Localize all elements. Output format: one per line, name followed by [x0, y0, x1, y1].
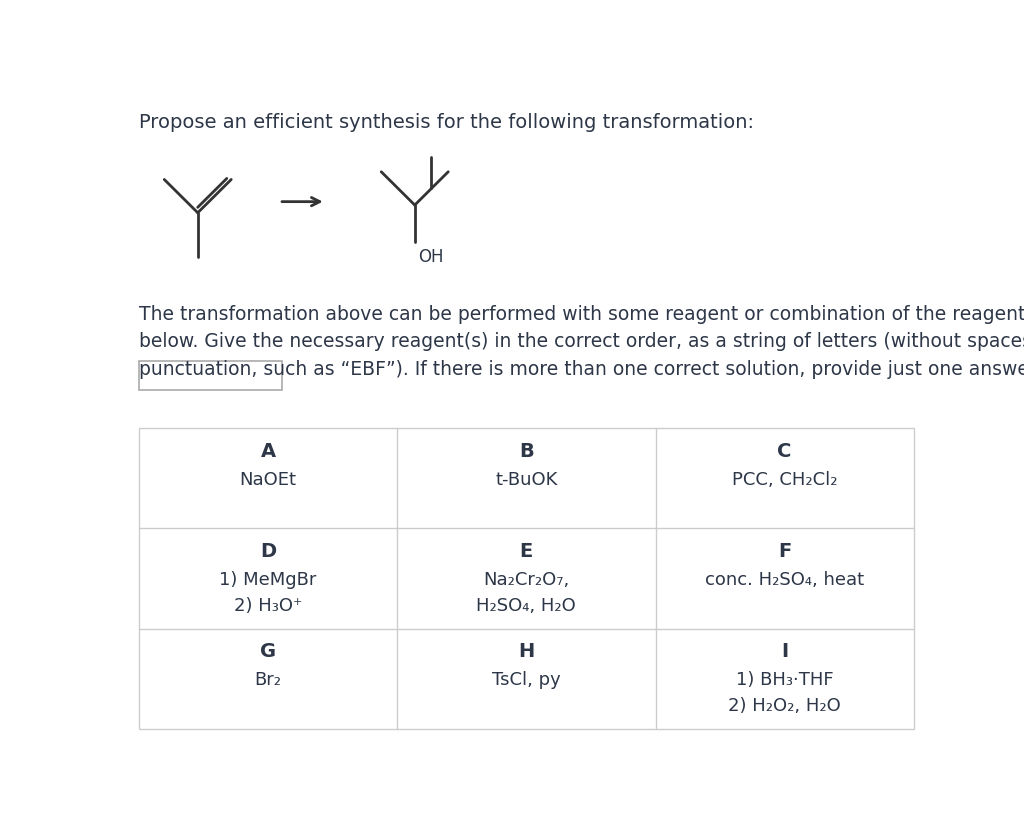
Text: H: H	[518, 642, 535, 661]
Text: conc. H₂SO₄, heat: conc. H₂SO₄, heat	[706, 571, 864, 589]
Text: B: B	[519, 442, 534, 461]
Text: 1) MeMgBr
2) H₃O⁺: 1) MeMgBr 2) H₃O⁺	[219, 571, 316, 615]
Text: A: A	[260, 442, 275, 461]
Text: The transformation above can be performed with some reagent or combination of th: The transformation above can be performe…	[139, 305, 1024, 379]
Text: Na₂Cr₂O₇,
H₂SO₄, H₂O: Na₂Cr₂O₇, H₂SO₄, H₂O	[476, 571, 577, 615]
Bar	[139, 360, 283, 390]
Text: E: E	[520, 543, 532, 561]
Text: Br₂: Br₂	[255, 670, 282, 689]
Text: NaOEt: NaOEt	[240, 471, 297, 489]
Text: Propose an efficient synthesis for the following transformation:: Propose an efficient synthesis for the f…	[139, 113, 754, 131]
Text: 1) BH₃·THF
2) H₂O₂, H₂O: 1) BH₃·THF 2) H₂O₂, H₂O	[728, 670, 841, 716]
Text: I: I	[781, 642, 788, 661]
Bar	[139, 428, 913, 729]
Text: F: F	[778, 543, 792, 561]
Text: t-BuOK: t-BuOK	[496, 471, 557, 489]
Text: TsCl, py: TsCl, py	[492, 670, 561, 689]
Text: OH: OH	[418, 248, 443, 266]
Text: C: C	[777, 442, 792, 461]
Text: PCC, CH₂Cl₂: PCC, CH₂Cl₂	[732, 471, 838, 489]
Text: D: D	[260, 543, 276, 561]
Text: G: G	[260, 642, 276, 661]
